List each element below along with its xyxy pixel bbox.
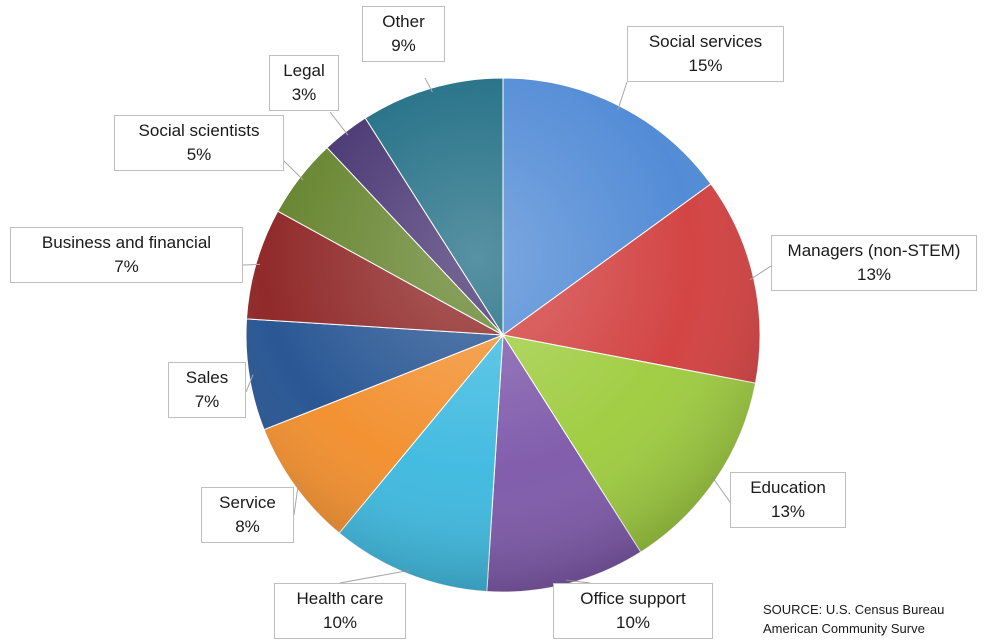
slice-percent-label: 7%: [194, 392, 220, 411]
slice-category-label: Legal: [283, 61, 325, 80]
data-label-managers-non-stem: Managers (non-STEM) 13%: [771, 235, 977, 291]
data-label-service: Service 8%: [201, 487, 294, 543]
slice-percent-label: 3%: [291, 85, 317, 104]
data-label-legal: Legal 3%: [269, 55, 339, 111]
slice-category-label: Managers (non-STEM): [787, 241, 961, 260]
data-label-sales: Sales 7%: [168, 362, 246, 418]
slice-category-label: Health care: [296, 589, 384, 608]
slice-percent-label: 13%: [856, 265, 892, 284]
data-label-office-support: Office support 10%: [553, 583, 713, 639]
leader-line: [711, 476, 731, 503]
slice-percent-label: 10%: [615, 613, 651, 632]
leader-line: [617, 81, 628, 110]
slice-category-label: Sales: [185, 368, 229, 387]
slice-category-label: Education: [750, 478, 826, 497]
slice-percent-label: 8%: [235, 517, 260, 536]
leader-line: [329, 111, 349, 136]
leader-line: [339, 569, 410, 584]
slice-percent-label: 9%: [391, 36, 416, 55]
slice-category-label: Social services: [648, 32, 763, 51]
slice-category-label: Business and financial: [41, 233, 212, 252]
source-line-1: SOURCE: U.S. Census Bureau: [763, 602, 945, 617]
leader-line: [282, 159, 304, 181]
source-line-2: American Community Surve: [763, 621, 925, 636]
data-label-education: Education 13%: [730, 472, 846, 528]
slice-category-label: Office support: [580, 589, 686, 608]
data-label-business-and-financial: Business and financial 7%: [10, 227, 243, 283]
slice-percent-label: 7%: [114, 257, 139, 276]
data-label-social-services: Social services 15%: [627, 26, 784, 82]
leader-line: [749, 265, 772, 281]
slice-percent-label: 10%: [322, 613, 358, 632]
data-label-social-scientists: Social scientists 5%: [114, 115, 284, 171]
leader-line: [242, 263, 261, 266]
slice-percent-label: 13%: [770, 502, 806, 521]
slice-percent-label: 5%: [186, 145, 212, 164]
slice-category-label: Social scientists: [138, 121, 260, 140]
data-label-other: Other 9%: [362, 6, 445, 62]
slice-category-label: Service: [219, 493, 276, 512]
slice-percent-label: 15%: [688, 56, 723, 75]
source-note: SOURCE: U.S. Census Bureau American Comm…: [763, 600, 944, 638]
slice-category-label: Other: [382, 12, 425, 31]
data-label-health-care: Health care 10%: [274, 583, 406, 639]
